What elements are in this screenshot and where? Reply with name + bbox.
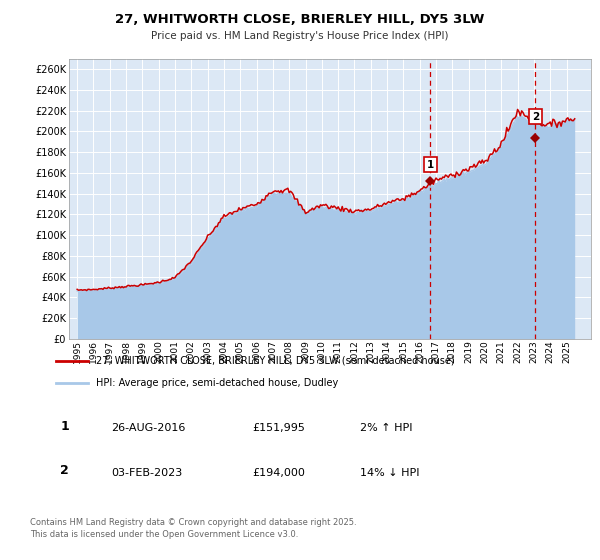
Text: 2: 2 [532,112,539,122]
Text: 27, WHITWORTH CLOSE, BRIERLEY HILL, DY5 3LW (semi-detached house): 27, WHITWORTH CLOSE, BRIERLEY HILL, DY5 … [96,356,455,366]
Text: 03-FEB-2023: 03-FEB-2023 [111,468,182,478]
Text: Contains HM Land Registry data © Crown copyright and database right 2025.
This d: Contains HM Land Registry data © Crown c… [30,518,356,539]
Text: £194,000: £194,000 [252,468,305,478]
Text: 1: 1 [60,419,69,433]
Text: £151,995: £151,995 [252,423,305,433]
Text: 27, WHITWORTH CLOSE, BRIERLEY HILL, DY5 3LW: 27, WHITWORTH CLOSE, BRIERLEY HILL, DY5 … [115,13,485,26]
Text: Price paid vs. HM Land Registry's House Price Index (HPI): Price paid vs. HM Land Registry's House … [151,31,449,41]
Text: 2% ↑ HPI: 2% ↑ HPI [360,423,413,433]
Text: 1: 1 [427,160,434,170]
Text: HPI: Average price, semi-detached house, Dudley: HPI: Average price, semi-detached house,… [96,378,338,388]
Text: 2: 2 [60,464,69,478]
Text: 14% ↓ HPI: 14% ↓ HPI [360,468,419,478]
Text: 26-AUG-2016: 26-AUG-2016 [111,423,185,433]
